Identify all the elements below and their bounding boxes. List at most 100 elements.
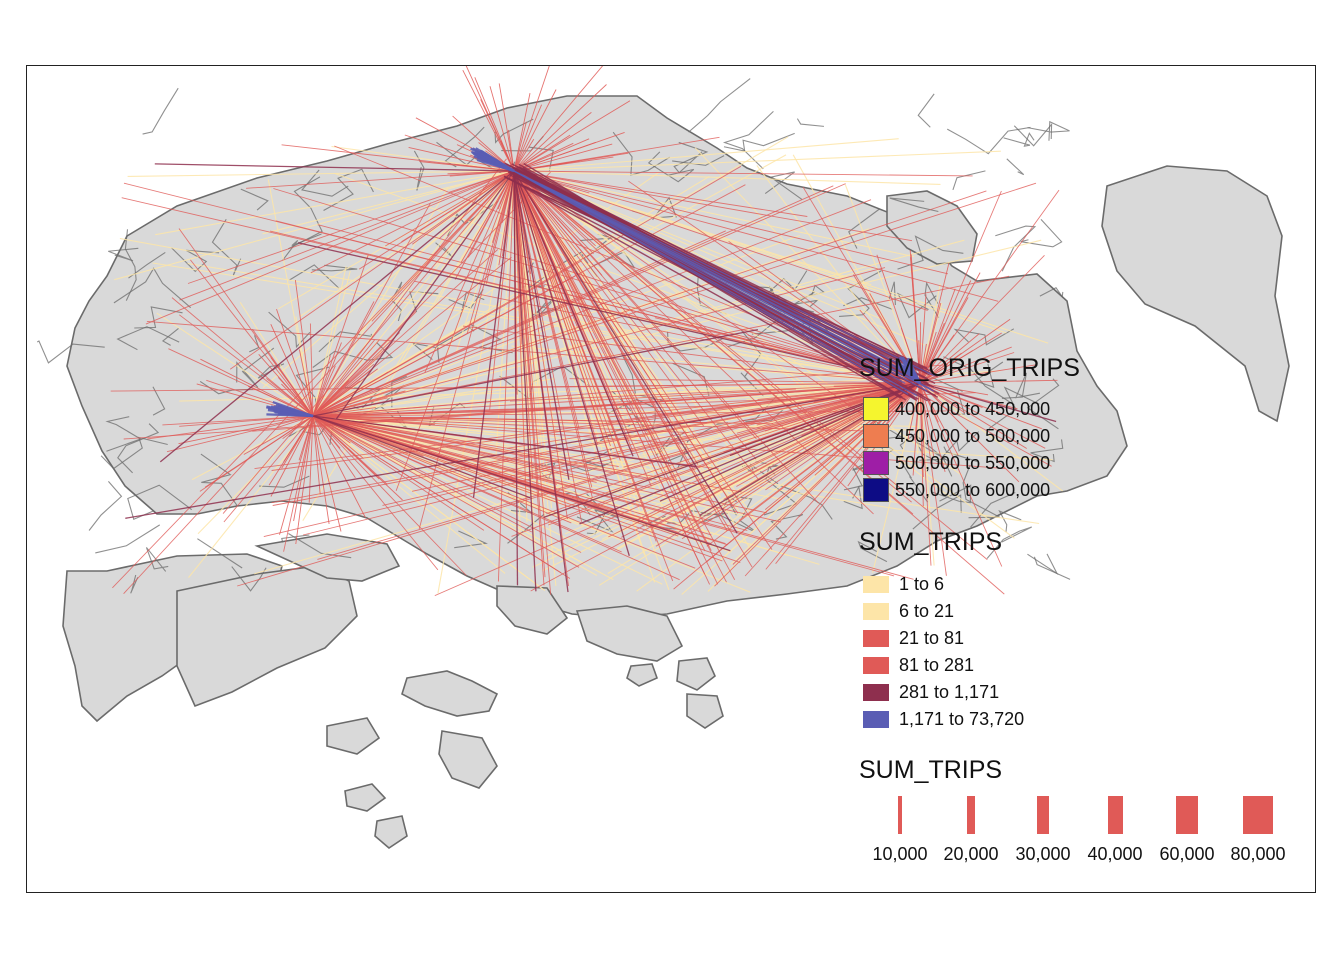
flow-line — [652, 382, 921, 416]
flow-line — [312, 415, 572, 524]
flow-line — [802, 186, 921, 384]
flow-line — [912, 382, 921, 476]
flow-line — [312, 342, 342, 417]
flow-line — [513, 170, 909, 395]
subzone-boundary — [843, 485, 863, 510]
flow-line — [125, 382, 921, 519]
flow-line — [312, 380, 350, 417]
flow-line — [919, 382, 1042, 430]
subzone-boundary — [413, 150, 425, 191]
flow-line — [312, 415, 403, 501]
flow-line — [513, 84, 607, 172]
subzone-boundary — [211, 218, 242, 276]
subzone-boundary — [970, 491, 1016, 528]
flow-line — [513, 170, 739, 514]
flow-line — [472, 170, 515, 498]
flow-line — [513, 170, 914, 258]
flow-line — [513, 170, 909, 370]
subzone-boundary — [134, 306, 183, 329]
flow-line — [299, 170, 515, 317]
flow-line — [159, 170, 515, 463]
flow-line — [489, 86, 515, 172]
subzone-boundary — [127, 484, 193, 520]
flow-line — [312, 415, 688, 508]
flow-line — [312, 202, 431, 417]
flow-line — [919, 382, 1046, 449]
flow-line — [312, 415, 467, 576]
trips-legend-swatch — [863, 575, 889, 593]
flow-line — [223, 415, 314, 523]
subzone-boundary — [843, 297, 893, 310]
subzone-boundary — [888, 281, 896, 306]
flow-line — [919, 280, 972, 384]
trips-legend-item: 21 to 81 — [863, 626, 964, 650]
flow-line — [477, 156, 515, 173]
flow-line — [919, 382, 924, 507]
jurong-island — [176, 565, 358, 708]
orig-legend-item: 400,000 to 450,000 — [863, 397, 1050, 421]
flow-line — [282, 415, 314, 440]
flow-line — [513, 170, 719, 585]
subzone-boundary — [673, 141, 709, 174]
flow-line — [513, 170, 913, 242]
flow-line — [513, 170, 728, 532]
flow-line — [513, 89, 557, 172]
map-canvas[interactable] — [27, 66, 1316, 893]
flow-line — [513, 170, 712, 551]
flow-line — [270, 324, 314, 417]
flow-line — [498, 83, 515, 172]
flow-line — [312, 415, 914, 580]
subzone-boundary — [105, 416, 142, 452]
flow-line — [308, 415, 314, 503]
subzone-boundary — [995, 225, 1037, 272]
subzone-boundary — [197, 538, 243, 569]
width-legend-bar — [898, 796, 902, 834]
southern-block-2 — [496, 585, 569, 635]
flow-line — [765, 382, 921, 570]
orig-legend-title: SUM_ORIG_TRIPS — [859, 354, 1080, 382]
subzone-boundary — [917, 93, 935, 128]
flow-line — [239, 302, 314, 417]
subzone-boundary — [896, 292, 937, 319]
island-h — [626, 663, 659, 687]
flow-line — [513, 170, 594, 255]
flow-line — [312, 415, 518, 436]
flow-line — [530, 382, 921, 592]
flow-line — [438, 170, 515, 240]
flow-line — [513, 170, 704, 427]
flow-line — [312, 415, 742, 493]
width-legend-bar — [1243, 796, 1273, 834]
subzone-boundary — [953, 328, 1015, 346]
flow-line — [756, 165, 921, 384]
flow-line — [312, 415, 531, 499]
width-legend-label: 80,000 — [1230, 844, 1286, 864]
subzone-boundary — [986, 526, 1032, 559]
orig-legend-item: 550,000 to 600,000 — [863, 478, 1050, 502]
flow-line — [447, 170, 515, 175]
flow-line — [312, 415, 696, 569]
subzone-boundary — [722, 110, 774, 170]
island-c — [438, 730, 498, 789]
subzone-boundary — [843, 467, 878, 491]
flow-line — [509, 382, 921, 402]
flow-line — [513, 170, 808, 217]
trips-legend-title: SUM_TRIPS — [859, 528, 1003, 556]
flow-line — [312, 415, 330, 524]
flow-line — [297, 242, 921, 384]
flow-line — [919, 379, 1058, 384]
flow-line — [188, 170, 515, 578]
flow-line — [247, 385, 314, 417]
subzone-boundary — [1033, 556, 1071, 580]
subzone-boundary — [763, 464, 798, 516]
orig-legend-item: 450,000 to 500,000 — [863, 424, 1050, 448]
flow-line — [513, 170, 634, 457]
flow-line — [277, 377, 314, 417]
flow-line — [262, 170, 515, 235]
subzone-boundary — [676, 422, 728, 470]
flow-line — [312, 415, 544, 590]
flow-line — [513, 170, 988, 560]
trips-legend-swatch — [863, 629, 889, 647]
flow-line — [275, 220, 921, 384]
subzone-boundary — [391, 375, 407, 408]
flow-line — [243, 415, 314, 455]
